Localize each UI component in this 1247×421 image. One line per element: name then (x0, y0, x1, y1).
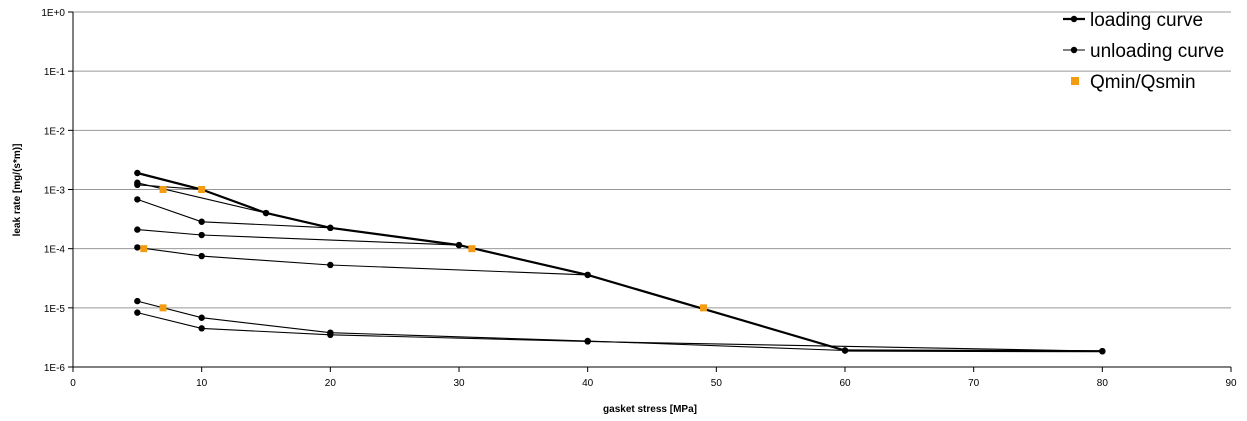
legend-item: loading curve (1063, 10, 1203, 31)
qmin-qsmin-marker (699, 304, 707, 312)
data-point (134, 244, 141, 251)
y-axis-title: leak rate [mg/(s*m)] (12, 144, 23, 237)
data-point (455, 241, 463, 249)
x-tick-label: 80 (1097, 378, 1109, 389)
data-point (198, 231, 205, 239)
qmin-qsmin-marker (468, 245, 476, 253)
unloading-curve-series (134, 244, 591, 279)
data-point (327, 331, 334, 339)
x-tick-label: 20 (325, 378, 337, 389)
data-point (134, 309, 141, 316)
data-point (134, 226, 141, 233)
data-point (327, 224, 334, 232)
x-tick-label: 90 (1225, 378, 1237, 389)
x-tick-label: 70 (968, 378, 980, 389)
data-point (1099, 347, 1106, 355)
x-tick-label: 10 (196, 378, 208, 389)
y-tick-label: 1E-5 (44, 304, 66, 315)
data-point (584, 338, 591, 345)
legend-item: unloading curve (1063, 41, 1224, 62)
unloading-curve-line (137, 300, 846, 352)
x-axis-title: gasket stress [MPa] (603, 404, 697, 415)
unloading-curve-series (134, 297, 849, 354)
y-tick-label: 1E-3 (44, 186, 66, 197)
qmin-qsmin-marker (159, 186, 167, 193)
x-tick-label: 30 (453, 378, 465, 389)
data-point (198, 325, 205, 332)
unloading-curve-series (134, 226, 463, 249)
qmin-markers (140, 186, 707, 312)
legend-label: Qmin/Qsmin (1090, 72, 1196, 93)
legend: loading curve unloading curve Qmin/Qsmin (1063, 10, 1224, 93)
y-tick-label: 1E-1 (44, 67, 66, 78)
unloading-curve-line (137, 184, 202, 191)
unloading-curve-line (137, 182, 267, 214)
data-point (584, 271, 591, 279)
data-point (262, 209, 270, 217)
qmin-qsmin-marker (198, 186, 206, 193)
y-tick-label: 1E-6 (44, 363, 66, 374)
data-point (327, 261, 334, 269)
legend-item: Qmin/Qsmin (1071, 72, 1196, 93)
grid-lines (73, 11, 1231, 309)
y-tick-label: 1E-4 (44, 245, 66, 256)
legend-square-swatch (1071, 77, 1079, 85)
x-tick-label: 40 (582, 378, 594, 389)
unloading-curve-line (137, 312, 1103, 352)
qmin-qsmin-marker (140, 245, 148, 253)
loading-curve-series (134, 169, 1106, 355)
data-point (134, 297, 141, 305)
loading-curve-line (137, 171, 1103, 353)
x-tick-label: 60 (839, 378, 851, 389)
y-tick-label: 1E+0 (41, 8, 65, 19)
x-tick-label: 0 (70, 378, 76, 389)
legend-marker-swatch (1070, 46, 1078, 54)
unloading-curve-line (137, 229, 460, 246)
series-lines (134, 169, 1106, 355)
y-tick-label: 1E-2 (44, 126, 66, 137)
unloading-curve-line (137, 246, 588, 276)
axes (68, 11, 1232, 372)
tick-labels: 1E-6 1E-5 1E-4 1E-3 1E-2 1E-1 1E+0 0 10 20 30 40 50 6… (41, 8, 1237, 389)
data-point (198, 218, 205, 225)
data-point (134, 196, 141, 203)
data-point (841, 347, 849, 354)
qmin-qsmin-marker (159, 304, 167, 312)
data-point (134, 181, 141, 189)
data-point (134, 169, 141, 177)
legend-label: loading curve (1090, 10, 1203, 31)
data-point (198, 252, 205, 260)
unloading-curve-line (137, 198, 331, 229)
legend-label: unloading curve (1090, 41, 1224, 62)
unloading-curve-series (134, 179, 270, 217)
unloading-curve-series (134, 309, 1106, 355)
legend-marker-swatch (1070, 15, 1078, 23)
x-tick-label: 50 (711, 378, 723, 389)
data-point (198, 314, 205, 321)
